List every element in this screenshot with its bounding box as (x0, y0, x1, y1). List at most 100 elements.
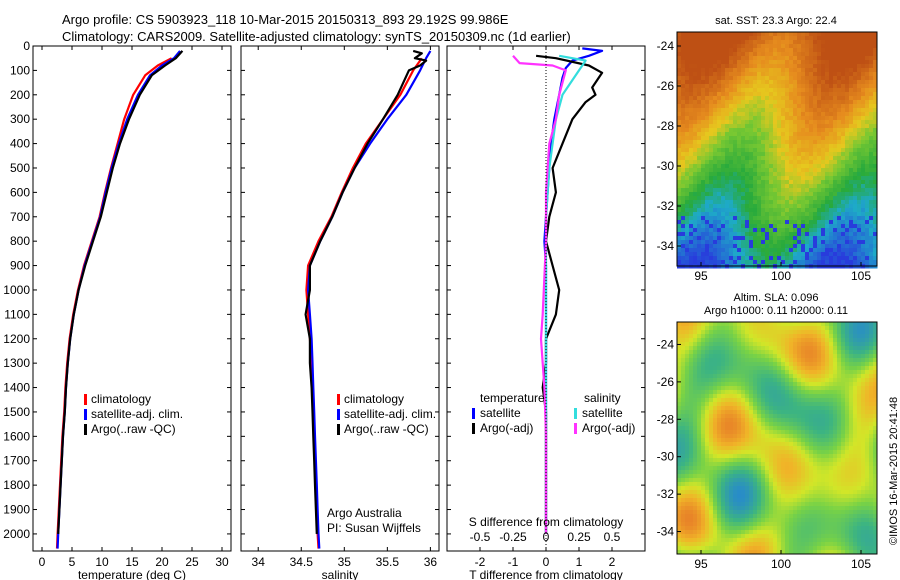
s-diff-tick-label: 0.25 (567, 530, 591, 544)
sst-map-panel: sat. SST: 23.3 Argo: 22.4 95 100 105 -24 -26 -… (657, 15, 878, 283)
x-tick-label: 35 (338, 555, 352, 569)
legend-label: Argo(-adj) (480, 421, 533, 435)
map-y-tick-label: -30 (657, 450, 675, 464)
legend-swatch (337, 424, 340, 435)
sla-map-field (677, 322, 878, 555)
sst-map-frame (676, 31, 878, 267)
x-tick-label: 1 (576, 555, 583, 569)
x-tick-label: 36 (424, 555, 438, 569)
s-diff-tick-label: -0.25 (499, 530, 527, 544)
series-line-argo-raw-qc- (57, 50, 184, 534)
y-tick-label: 1000 (3, 283, 30, 297)
legend-label: satellite-adj. clim. (344, 407, 436, 421)
sst-map-field (677, 32, 878, 269)
map-y-tick-label: -30 (657, 159, 675, 173)
y-tick-label: 1300 (3, 356, 30, 370)
y-tick-label: 800 (10, 234, 30, 248)
s-diff-tick-label: 0 (543, 530, 550, 544)
x-tick-label: -1 (508, 555, 519, 569)
legend-label: climatology (344, 392, 404, 406)
legend-swatch (574, 423, 577, 434)
x-tick-label: 30 (215, 555, 229, 569)
legend-label: satellite (582, 406, 623, 420)
y-tick-label: 0 (23, 39, 30, 53)
y-tick-label: 900 (10, 259, 30, 273)
y-tick-label: 1900 (3, 503, 30, 517)
series-line-climatology (305, 57, 423, 549)
annotation-text: PI: Susan Wijffels (327, 521, 421, 535)
map-y-tick-label: -28 (657, 119, 675, 133)
map-y-tick-label: -24 (657, 337, 675, 351)
legend-heading: temperature (480, 391, 545, 405)
x-tick-label: 20 (155, 555, 169, 569)
temperature-frame (32, 45, 232, 552)
map-x-tick-label: 95 (694, 557, 708, 571)
legend-swatch (337, 409, 340, 420)
legend-label: climatology (91, 392, 151, 406)
y-tick-label: 1600 (3, 429, 30, 443)
legend-swatch (574, 408, 577, 419)
legend-swatch (84, 424, 87, 435)
series-line-salinity-satellite (544, 54, 587, 534)
y-tick-label: 1800 (3, 478, 30, 492)
y-tick-label: 1400 (3, 381, 30, 395)
legend-swatch (472, 423, 475, 434)
x-tick-label: 0 (543, 555, 550, 569)
temperature-panel: 0100200300400500600700800900100011001200… (3, 39, 232, 580)
y-tick-label: 200 (10, 88, 30, 102)
series-line-argo-raw-qc- (304, 49, 428, 534)
y-tick-label: 1700 (3, 454, 30, 468)
salinity-frame (240, 45, 440, 552)
series-line-temperature-satellite (543, 47, 604, 534)
series-line-satellite-adj-clim- (307, 50, 432, 549)
x-axis-label: salinity (322, 568, 359, 580)
y-tick-label: 700 (10, 210, 30, 224)
map-y-tick-label: -26 (657, 375, 675, 389)
y-tick-label: 400 (10, 137, 30, 151)
legend-label: Argo(-adj) (582, 421, 635, 435)
y-tick-label: 600 (10, 185, 30, 199)
map-x-tick-label: 100 (771, 269, 791, 283)
title-line-1: Argo profile: CS 5903923_118 10-Mar-2015… (62, 12, 509, 27)
y-tick-label: 1500 (3, 405, 30, 419)
x-tick-label: 25 (185, 555, 199, 569)
sla-map-title: Altim. SLA: 0.096 (734, 292, 819, 304)
legend-swatch (84, 409, 87, 420)
legend-label: satellite (480, 406, 521, 420)
s-diff-tick-label: 0.5 (604, 530, 621, 544)
map-y-tick-label: -28 (657, 412, 675, 426)
x-tick-label: 2 (609, 555, 616, 569)
map-y-tick-label: -32 (657, 487, 675, 501)
legend-label: satellite-adj. clim. (91, 407, 183, 421)
x-axis-label: temperature (deg C) (78, 568, 186, 580)
map-y-tick-label: -34 (657, 525, 675, 539)
legend-swatch (472, 408, 475, 419)
title-line-2: Climatology: CARS2009. Satellite-adjuste… (62, 29, 571, 44)
map-x-tick-label: 100 (771, 557, 791, 571)
s-diff-tick-label: -0.5 (470, 530, 491, 544)
x-tick-label: 35.5 (376, 555, 400, 569)
y-tick-label: 1100 (4, 307, 30, 321)
annotation-text: Argo Australia (327, 506, 402, 520)
sla-map-frame (676, 321, 878, 555)
x-tick-label: 0 (39, 555, 46, 569)
x-tick-label: 5 (69, 555, 76, 569)
legend-swatch (84, 394, 87, 405)
x-tick-label: 10 (95, 555, 109, 569)
legend-label: Argo(..raw -QC) (344, 422, 429, 436)
y-tick-label: 100 (10, 63, 30, 77)
sst-map-title: sat. SST: 23.3 Argo: 22.4 (715, 15, 837, 27)
map-y-tick-label: -34 (657, 239, 675, 253)
map-y-tick-label: -26 (657, 79, 675, 93)
series-line-climatology (55, 57, 173, 549)
map-x-tick-label: 105 (851, 557, 871, 571)
difference-panel: -2 -1 0 1 2T difference from climatology -0.5… (446, 45, 646, 580)
x-tick-label: -2 (475, 555, 486, 569)
credit-text: ©IMOS 16-Mar-2015 20:41:48 (888, 396, 900, 545)
x-tick-label: 34.5 (290, 555, 314, 569)
map-x-tick-label: 95 (694, 269, 708, 283)
map-y-tick-label: -24 (657, 39, 675, 53)
map-y-tick-label: -32 (657, 199, 675, 213)
